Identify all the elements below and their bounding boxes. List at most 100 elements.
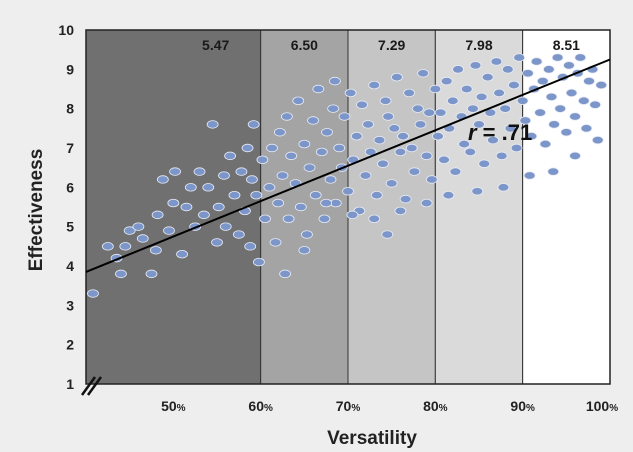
data-point — [307, 116, 319, 125]
band-label-group: 5.47 6.50 7.29 7.98 8.51 — [202, 37, 580, 53]
data-point — [197, 210, 210, 220]
band-label-2: 6.50 — [291, 37, 318, 53]
data-point — [399, 194, 412, 204]
data-point — [132, 222, 145, 231]
data-point — [432, 131, 444, 141]
axis-break-mark — [80, 376, 103, 396]
data-point — [87, 289, 99, 298]
correlation-annotation: r = .71 — [468, 120, 532, 145]
data-point — [273, 128, 286, 137]
data-point — [327, 104, 340, 113]
data-point — [569, 151, 581, 161]
data-point — [438, 155, 450, 164]
data-point — [321, 128, 333, 137]
data-point — [206, 120, 219, 129]
data-point — [202, 183, 215, 192]
data-point — [452, 65, 464, 74]
data-point — [272, 198, 285, 208]
x-tick-label: 100% — [586, 398, 618, 414]
data-point — [279, 269, 292, 279]
data-point — [574, 53, 587, 62]
data-point — [368, 80, 381, 90]
y-tick-label: 1 — [66, 376, 74, 392]
x-tick-label: 50% — [161, 398, 186, 414]
data-point — [563, 61, 575, 70]
data-point — [294, 202, 307, 212]
data-point — [440, 76, 453, 86]
data-point — [276, 171, 289, 180]
y-tick-label: 5 — [66, 219, 74, 235]
data-point — [403, 88, 416, 98]
data-point — [510, 143, 523, 153]
x-tick-label: 60% — [248, 398, 273, 414]
data-point — [425, 175, 438, 184]
data-point — [280, 112, 293, 121]
data-point — [516, 96, 529, 105]
data-point — [442, 190, 455, 200]
y-tick-label: 4 — [66, 258, 74, 274]
data-point — [473, 120, 485, 129]
data-point — [219, 222, 232, 231]
data-point — [469, 61, 482, 70]
data-point — [253, 257, 265, 267]
trend-group — [85, 58, 611, 273]
y-tick-label: 2 — [66, 337, 74, 353]
data-point — [569, 112, 581, 121]
data-point — [513, 53, 526, 62]
data-point — [577, 96, 590, 105]
data-point — [595, 80, 608, 90]
data-point — [420, 198, 433, 208]
data-point — [228, 190, 241, 200]
data-point — [298, 246, 311, 255]
data-point — [193, 167, 206, 176]
y-tick-label: 7 — [66, 140, 74, 156]
y-tick-label: 10 — [58, 22, 74, 38]
band-group — [85, 29, 611, 385]
band-4 — [434, 29, 524, 385]
data-point — [580, 124, 593, 133]
data-point — [446, 96, 459, 105]
data-point — [589, 100, 602, 109]
data-point — [449, 167, 462, 176]
data-point — [119, 242, 132, 251]
data-point — [423, 108, 436, 117]
data-point — [478, 159, 491, 168]
data-point — [420, 151, 433, 161]
data-point — [534, 108, 547, 117]
data-point — [169, 167, 181, 176]
plot-border — [85, 29, 611, 385]
data-point — [246, 175, 258, 184]
data-point — [212, 202, 225, 212]
data-point — [519, 116, 532, 125]
data-point — [301, 230, 313, 239]
data-point — [466, 104, 479, 113]
data-point — [525, 131, 538, 141]
data-point — [176, 249, 188, 259]
data-point — [368, 214, 381, 223]
data-point — [560, 128, 573, 137]
data-point — [282, 214, 295, 223]
data-point — [523, 171, 536, 180]
data-point — [333, 143, 346, 153]
data-point — [391, 72, 403, 82]
data-point — [256, 155, 269, 164]
data-point — [303, 163, 316, 172]
data-point — [123, 226, 136, 235]
data-point — [434, 108, 447, 117]
data-point — [385, 179, 398, 188]
data-point — [362, 120, 374, 129]
data-point — [315, 147, 328, 157]
data-point — [101, 242, 114, 251]
data-point — [583, 76, 595, 86]
data-point — [241, 143, 254, 153]
data-point — [495, 151, 508, 161]
data-point — [356, 100, 368, 109]
data-point — [244, 242, 257, 251]
data-point — [394, 206, 407, 216]
x-tick-label: 80% — [423, 398, 448, 414]
data-point — [381, 230, 394, 239]
y-tick-label: 8 — [66, 101, 74, 117]
data-point — [167, 198, 180, 208]
data-point — [263, 183, 276, 192]
